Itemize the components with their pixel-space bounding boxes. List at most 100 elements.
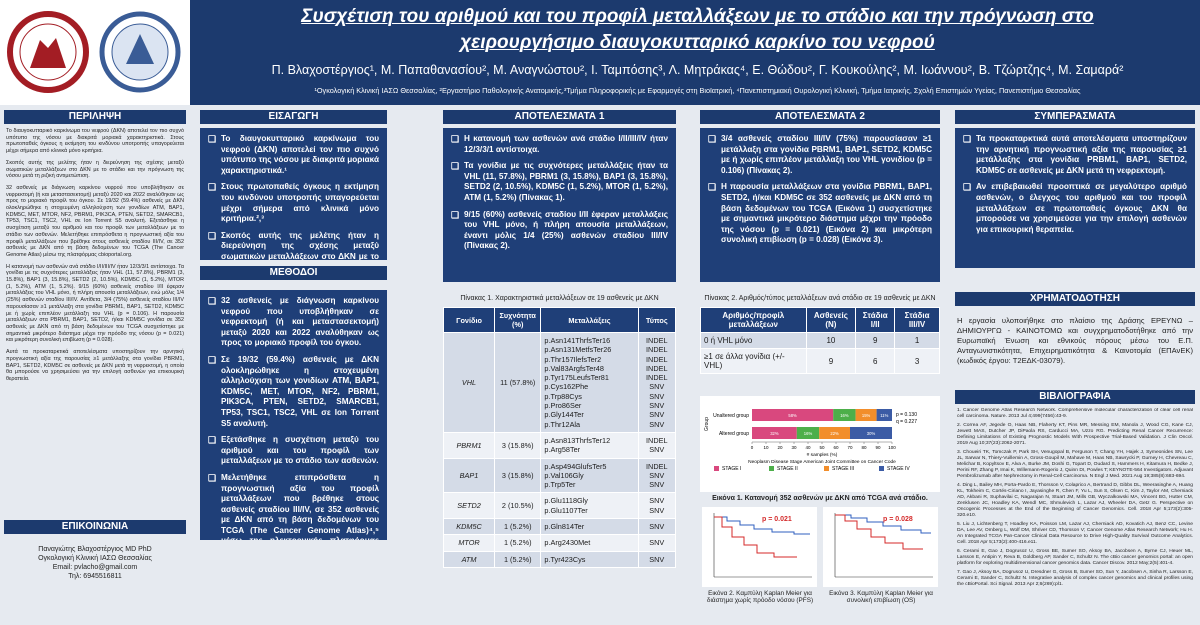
methods-box: 32 ασθενείς με διάγνωση καρκίνου νεφρού … <box>200 290 387 540</box>
gene: BAP1 <box>442 457 496 494</box>
x-axis-label: # samples (%) <box>807 452 838 458</box>
cell: 9 <box>805 348 857 374</box>
value-label: 30% <box>867 431 876 436</box>
cell: 3 <box>894 348 940 374</box>
table-caption: Πίνακας 1. Χαρακτηριστικά μεταλλάξεων σε… <box>460 295 659 302</box>
legend-swatch <box>714 466 719 471</box>
mutation: p.Thr12Ala <box>544 419 581 429</box>
value-label: 58% <box>788 413 797 418</box>
legend-label: STAGE IV <box>887 466 910 472</box>
section-heading: ΠΕΡΙΛΗΨΗ <box>4 110 186 124</box>
legend-label: STAGE II <box>777 466 798 472</box>
cell: 0 ή VHL μόνο <box>700 332 807 349</box>
chart-subtitle: Neoplasm Disease Stage American Joint Co… <box>748 459 896 465</box>
gene: SETD2 <box>442 492 496 520</box>
mutation: p.Trp5Ter <box>544 480 576 490</box>
mutations: p.Glu1118Gly p.Glu1107Ter <box>540 492 639 520</box>
bullet: 32 ασθενείς με διάγνωση καρκίνου νεφρού … <box>208 296 379 349</box>
reference: 7. Gao J, Aksoy BA, Dogrusoz U, Dresdner… <box>957 570 1193 587</box>
y-axis-label: Group <box>704 417 710 431</box>
mutation: p.Val106Gly <box>544 470 584 480</box>
frequency: 1 (5.2%) <box>494 550 542 568</box>
bar-chart: 0 10 20 30 40 50 60 70 80 90 100 # samples (%)Neopl… <box>700 396 940 492</box>
x-tick-label: 100 <box>888 445 896 450</box>
frequency: 11 (57.8%) <box>494 332 542 433</box>
logos <box>0 0 190 105</box>
cell: ≥1 σε άλλα γονίδια (+/- VHL) <box>700 348 807 374</box>
reference: 6. Cerami E, Gao J, Dogrusoz U, Gross BE… <box>957 549 1193 566</box>
bullet: Στους πρωτοπαθείς όγκους η εκτίμηση του … <box>208 182 379 224</box>
type: SNV <box>649 496 665 506</box>
contact: Παναγιώτης Βλαχοστέργιος MD PhD Ογκολογικ… <box>4 545 186 581</box>
table-row: ≥1 σε άλλα γονίδια (+/- VHL) 9 6 3 <box>700 348 940 374</box>
column-header: Στάδια III/IV <box>894 307 940 333</box>
type: INDEL <box>646 354 668 364</box>
table: Γονίδιο Συχνότητα (%) Μεταλλάξεις Τύπος VHL 1… <box>442 307 677 568</box>
gene: ATM <box>442 550 496 568</box>
reference: 4. Ding L, Bailey MH, Porta-Pardo E, Tho… <box>957 483 1193 518</box>
mutation: p.Gly144Ter <box>544 410 584 420</box>
title-line: χειρουργήσιμο διαυγοκυτταρικό καρκίνο το… <box>460 32 935 53</box>
bullet: Σκοπός αυτής της μελέτης ήταν η διερεύνη… <box>208 231 379 260</box>
km-plot: p = 0.021 <box>702 507 817 587</box>
section-heading: ΕΠΙΚΟΙΝΩΝΙΑ <box>4 520 186 534</box>
mutations: p.Tyr423Cys <box>540 550 639 568</box>
km-plot: p = 0.028 <box>823 507 938 587</box>
x-tick-label: 90 <box>875 445 881 450</box>
bullet: Εξετάσθηκε η συσχέτιση μεταξύ του αριθμο… <box>208 435 379 467</box>
abstract: Το διαυγοκυτταρικό καρκίνωμα του νεφρού … <box>6 128 184 513</box>
type: INDEL <box>646 461 668 471</box>
bar-segment <box>833 409 856 421</box>
gene: PBRM1 <box>442 431 496 459</box>
figure-caption: Εικόνα 1. Κατανομή 352 ασθενών με ΔΚΝ απ… <box>712 495 928 502</box>
mutation: p.Cys162Phe <box>544 382 589 392</box>
column-header: Στάδια I/II <box>855 307 896 333</box>
bullet: 9/15 (60%) ασθενείς σταδίου I/II έφεραν … <box>451 210 668 252</box>
mutations: p.Arg2430Met <box>540 534 639 552</box>
frequency: 3 (15.8%) <box>494 457 542 494</box>
bar-segment <box>752 427 797 439</box>
mutations: p.Asn141ThrfsTer16 p.Asn131MetfsTer26 p.Th… <box>540 332 639 433</box>
section-heading: ΒΙΒΛΙΟΓΡΑΦΙΑ <box>955 390 1195 404</box>
column-header: Συχνότητα (%) <box>494 307 542 333</box>
contact-line: Email: pvlacho@gmail.com <box>52 564 138 571</box>
mutation: p.Asn141ThrfsTer16 <box>544 336 611 345</box>
value-label: 32% <box>770 431 779 436</box>
type: SNV <box>649 391 665 401</box>
mutation: p.Tyr175LeufsTer81 <box>544 373 609 383</box>
legend-label: STAGE I <box>722 466 741 472</box>
y-tick-label: Altered group <box>719 431 749 437</box>
header-row: Γονίδιο Συχνότητα (%) Μεταλλάξεις Τύπος <box>442 307 677 333</box>
x-tick-label: 70 <box>847 445 853 450</box>
frequency: 2 (10.5%) <box>494 492 542 520</box>
bullet: Μελετήθηκε επιπρόσθετα η προγνωστική αξί… <box>208 473 379 540</box>
x-tick-label: 20 <box>777 445 783 450</box>
title-line: Συσχέτιση του αριθμού και του προφίλ μετ… <box>301 6 1094 27</box>
types: SNV <box>637 534 677 552</box>
bar-segment <box>876 409 892 421</box>
legend-swatch <box>769 466 774 471</box>
mutation: p.Asn813ThrfsTer12 <box>544 435 611 445</box>
cell: 1 <box>894 332 940 349</box>
types: INDEL SNV SNV <box>637 457 677 494</box>
table2: Αριθμός/προφίλ μεταλλάξεων Ασθενείς (N) Στ… <box>700 307 940 374</box>
table-row: 0 ή VHL μόνο 10 9 1 <box>700 332 940 349</box>
column-header: Μεταλλάξεις <box>540 307 639 333</box>
types: SNV SNV <box>637 492 677 520</box>
x-tick-label: 80 <box>861 445 867 450</box>
header-row: Αριθμός/προφίλ μεταλλάξεων Ασθενείς (N) Στ… <box>700 307 940 333</box>
bullet: Η παρουσία μεταλλάξεων στα γονίδια PBRM1… <box>708 182 932 246</box>
gene: KDM5C <box>442 518 496 536</box>
section-heading: ΕΙΣΑΓΩΓΗ <box>200 110 387 124</box>
mutation: p.Glu1118Gly <box>544 496 588 506</box>
section-heading: ΑΠΟΤΕΛΕΣΜΑΤΑ 1 <box>443 110 676 124</box>
table: Αριθμός/προφίλ μεταλλάξεων Ασθενείς (N) Στ… <box>700 307 940 374</box>
gene: MTOR <box>442 534 496 552</box>
type: SNV <box>649 554 665 564</box>
bullet: Τα προκαταρκτικά αυτά αποτελέσματα υποστ… <box>963 134 1187 176</box>
column-header: Αριθμός/προφίλ μεταλλάξεων <box>700 307 807 333</box>
mutations: p.Asn813ThrfsTer12 p.Arg58Ter <box>540 431 639 459</box>
types: SNV <box>637 550 677 568</box>
legend-label: STAGE III <box>832 466 854 472</box>
